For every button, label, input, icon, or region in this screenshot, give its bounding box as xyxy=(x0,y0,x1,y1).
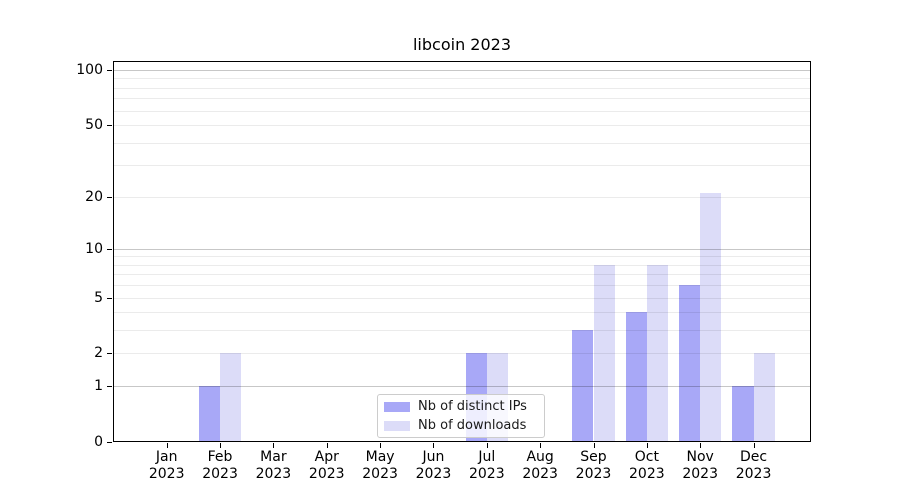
legend-swatch-distinct-ips xyxy=(384,401,410,412)
x-tick-mark xyxy=(220,443,222,448)
x-tick-label: Mar 2023 xyxy=(255,449,292,482)
x-tick-mark xyxy=(646,443,648,448)
x-tick-label: Oct 2023 xyxy=(629,449,665,482)
bar-distinct-ips xyxy=(732,386,754,441)
y-tick-mark xyxy=(107,353,112,355)
y-tick-label: 0 xyxy=(94,434,103,450)
legend-item-distinct-ips: Nb of distinct IPs xyxy=(384,399,538,414)
x-tick-label: May 2023 xyxy=(362,449,398,482)
y-tick-label: 100 xyxy=(76,62,103,78)
x-tick-mark xyxy=(380,443,382,448)
gridline-minor xyxy=(113,110,811,112)
bar-downloads xyxy=(646,264,669,441)
gridline-minor xyxy=(113,165,811,167)
gridline-minor xyxy=(113,285,811,287)
gridline-minor xyxy=(113,264,811,266)
x-tick-label: Apr 2023 xyxy=(308,449,345,482)
x-tick-mark xyxy=(433,443,435,448)
gridline-minor xyxy=(113,78,811,80)
legend-label-downloads: Nb of downloads xyxy=(418,418,527,433)
y-tick-mark xyxy=(107,70,112,71)
x-tick-mark xyxy=(593,443,595,448)
legend-label-distinct-ips: Nb of distinct IPs xyxy=(418,399,527,414)
bar-distinct-ips xyxy=(625,312,647,441)
x-tick-label: Jun 2023 xyxy=(415,449,452,482)
gridline-minor xyxy=(113,297,811,299)
bar-distinct-ips xyxy=(678,285,701,441)
gridline-minor xyxy=(113,274,811,276)
x-tick-label: Nov 2023 xyxy=(682,449,718,482)
bar-downloads xyxy=(753,353,775,441)
y-tick-label: 20 xyxy=(85,188,103,205)
bar-distinct-ips xyxy=(572,330,594,441)
gridline-minor xyxy=(113,353,811,355)
y-tick-mark xyxy=(107,442,112,443)
x-tick-mark xyxy=(700,443,702,448)
x-tick-label: Aug 2023 xyxy=(522,449,558,482)
gridline-major xyxy=(113,248,811,250)
bar-downloads xyxy=(220,353,242,441)
x-tick-label: Jan 2023 xyxy=(148,449,185,482)
y-tick-label: 2 xyxy=(94,345,103,362)
gridline-minor xyxy=(113,256,811,258)
y-tick-label: 5 xyxy=(94,289,103,306)
gridline-minor xyxy=(113,312,811,314)
gridline-minor xyxy=(113,142,811,144)
x-tick-mark xyxy=(166,443,168,448)
bar-distinct-ips xyxy=(198,386,221,441)
y-tick-mark xyxy=(107,125,112,127)
y-tick-label: 50 xyxy=(85,117,103,134)
bar-downloads xyxy=(700,192,722,441)
gridline-minor xyxy=(113,98,811,100)
y-tick-mark xyxy=(107,297,112,299)
gridline-major xyxy=(113,386,811,388)
gridline-minor xyxy=(113,330,811,332)
y-tick-mark xyxy=(107,196,112,198)
x-tick-label: Feb 2023 xyxy=(202,449,238,482)
gridline-minor xyxy=(113,125,811,127)
y-tick-label: 1 xyxy=(94,378,103,395)
x-tick-label: Sep 2023 xyxy=(575,449,612,482)
x-tick-label: Dec 2023 xyxy=(735,449,772,482)
x-tick-label: Jul 2023 xyxy=(468,449,505,482)
y-tick-mark xyxy=(107,386,112,388)
x-tick-mark xyxy=(273,443,275,448)
x-tick-mark xyxy=(753,443,755,448)
y-tick-label: 10 xyxy=(85,240,103,257)
legend-swatch-downloads xyxy=(384,420,410,431)
gridline-minor xyxy=(113,196,811,198)
legend-item-downloads: Nb of downloads xyxy=(384,418,538,433)
x-tick-mark xyxy=(326,443,328,448)
chart-title: libcoin 2023 xyxy=(412,35,512,54)
y-tick-mark xyxy=(107,248,112,250)
x-tick-mark xyxy=(540,443,542,448)
legend: Nb of distinct IPs Nb of downloads xyxy=(377,394,545,438)
bar-downloads xyxy=(593,264,615,441)
x-tick-mark xyxy=(486,443,488,448)
gridline-minor xyxy=(113,87,811,89)
gridline-major xyxy=(113,70,811,71)
